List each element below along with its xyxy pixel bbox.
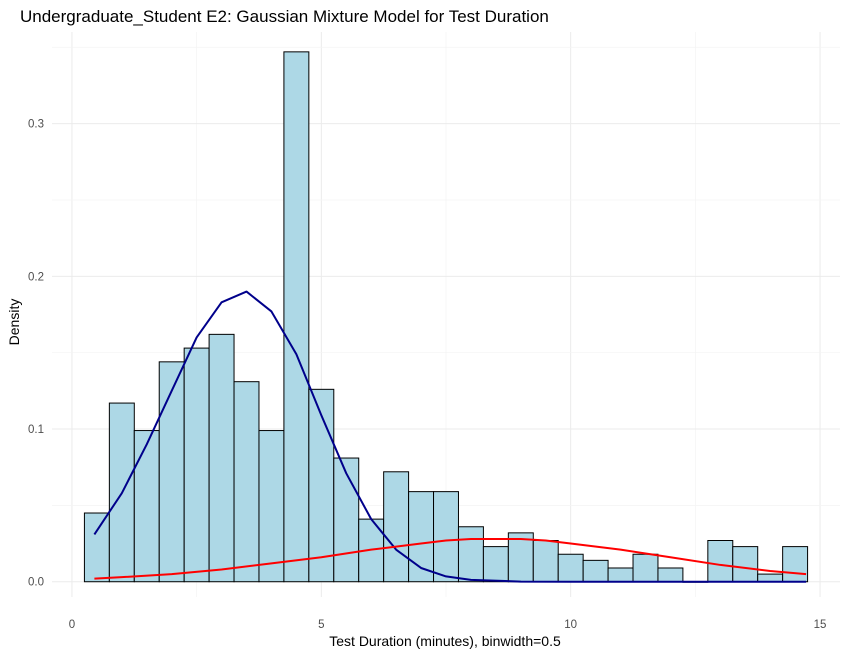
histogram-bar [532, 540, 559, 583]
histogram-bar [707, 540, 734, 583]
histogram-bar [607, 567, 634, 583]
histogram-bar [482, 546, 509, 583]
y-tick-label: 0.2 [28, 271, 44, 283]
histogram-bar [183, 347, 210, 583]
histogram-bar [158, 361, 185, 583]
histogram-bar [283, 51, 310, 583]
y-tick-label: 0.3 [28, 119, 44, 131]
histogram-bar [408, 491, 435, 583]
density-curves [93, 290, 807, 583]
y-tick-label: 0.0 [28, 577, 44, 589]
x-tick-label: 0 [69, 619, 75, 631]
histogram-bar [333, 457, 360, 583]
histogram-bar [433, 491, 459, 583]
x-tick-label: 15 [814, 619, 827, 631]
chart-title: Undergraduate_Student E2: Gaussian Mixtu… [20, 7, 549, 26]
histogram-bar [258, 430, 285, 583]
histogram-bar [208, 333, 235, 583]
histogram-bar [557, 553, 584, 583]
x-axis-ticks: 0 5 10 15 [69, 619, 827, 631]
histogram-bar [657, 567, 684, 583]
histogram-bar [582, 559, 609, 583]
histogram-bar [632, 553, 659, 583]
histogram-bar [308, 388, 335, 583]
histogram-bar [133, 430, 160, 583]
histogram-bar [233, 381, 260, 583]
histogram-bars [83, 51, 809, 583]
y-tick-label: 0.1 [28, 424, 44, 436]
histogram-bar [782, 546, 809, 583]
histogram-bar [507, 532, 534, 583]
x-tick-label: 10 [564, 619, 577, 631]
histogram-bar [457, 526, 484, 583]
y-axis-ticks: 0.0 0.1 0.2 0.3 [28, 119, 44, 589]
histogram-bar [383, 471, 410, 583]
density-curve-1 [93, 290, 807, 583]
histogram-bar [83, 512, 110, 583]
x-tick-label: 5 [318, 619, 324, 631]
histogram-bar [732, 546, 759, 583]
histogram-bar [757, 573, 784, 583]
x-axis-label: Test Duration (minutes), binwidth=0.5 [329, 633, 561, 649]
density-curve-2 [94, 537, 807, 580]
grid [52, 32, 840, 597]
y-axis-label: Density [6, 299, 22, 346]
